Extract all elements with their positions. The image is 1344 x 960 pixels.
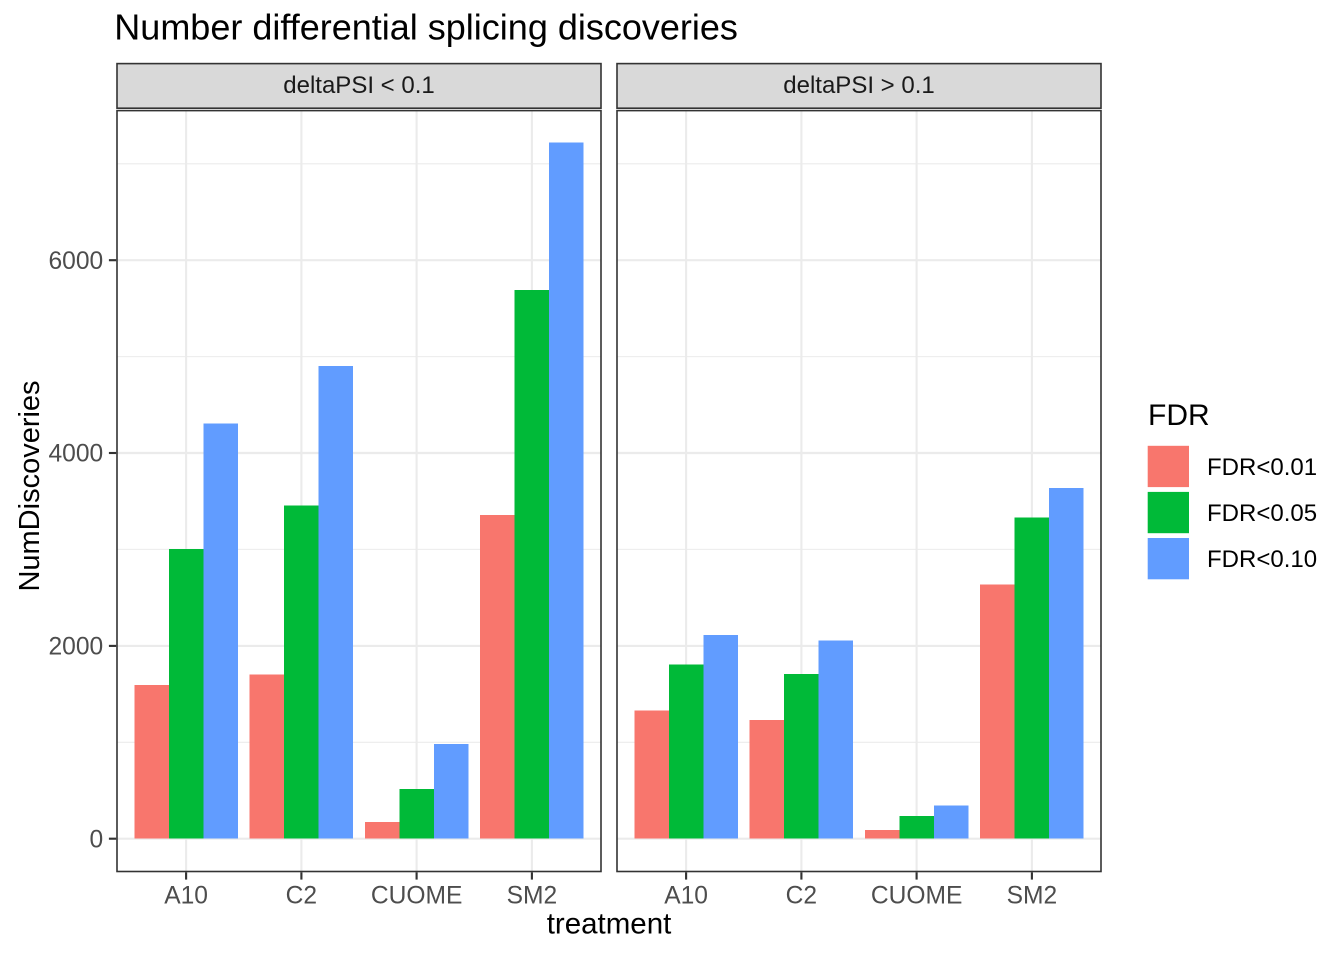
svg-text:SM2: SM2 bbox=[1007, 883, 1058, 910]
svg-text:FDR<0.01: FDR<0.01 bbox=[1207, 454, 1317, 481]
svg-text:2000: 2000 bbox=[48, 634, 103, 661]
svg-text:deltaPSI < 0.1: deltaPSI < 0.1 bbox=[283, 72, 434, 99]
svg-text:SM2: SM2 bbox=[507, 883, 558, 910]
svg-text:CUOME: CUOME bbox=[871, 883, 963, 910]
svg-text:NumDiscoveries: NumDiscoveries bbox=[14, 380, 46, 591]
svg-text:Number differential splicing d: Number differential splicing discoveries bbox=[114, 7, 738, 48]
svg-text:6000: 6000 bbox=[48, 248, 103, 275]
svg-text:A10: A10 bbox=[664, 883, 708, 910]
svg-text:FDR: FDR bbox=[1148, 399, 1210, 432]
svg-text:0: 0 bbox=[90, 826, 104, 853]
svg-text:deltaPSI > 0.1: deltaPSI > 0.1 bbox=[783, 72, 934, 99]
svg-text:A10: A10 bbox=[164, 883, 208, 910]
svg-text:treatment: treatment bbox=[547, 908, 672, 941]
svg-text:C2: C2 bbox=[286, 883, 317, 910]
svg-text:C2: C2 bbox=[786, 883, 817, 910]
svg-text:FDR<0.10: FDR<0.10 bbox=[1207, 546, 1317, 573]
svg-text:4000: 4000 bbox=[48, 441, 103, 468]
svg-text:FDR<0.05: FDR<0.05 bbox=[1207, 500, 1317, 527]
svg-text:CUOME: CUOME bbox=[371, 883, 463, 910]
